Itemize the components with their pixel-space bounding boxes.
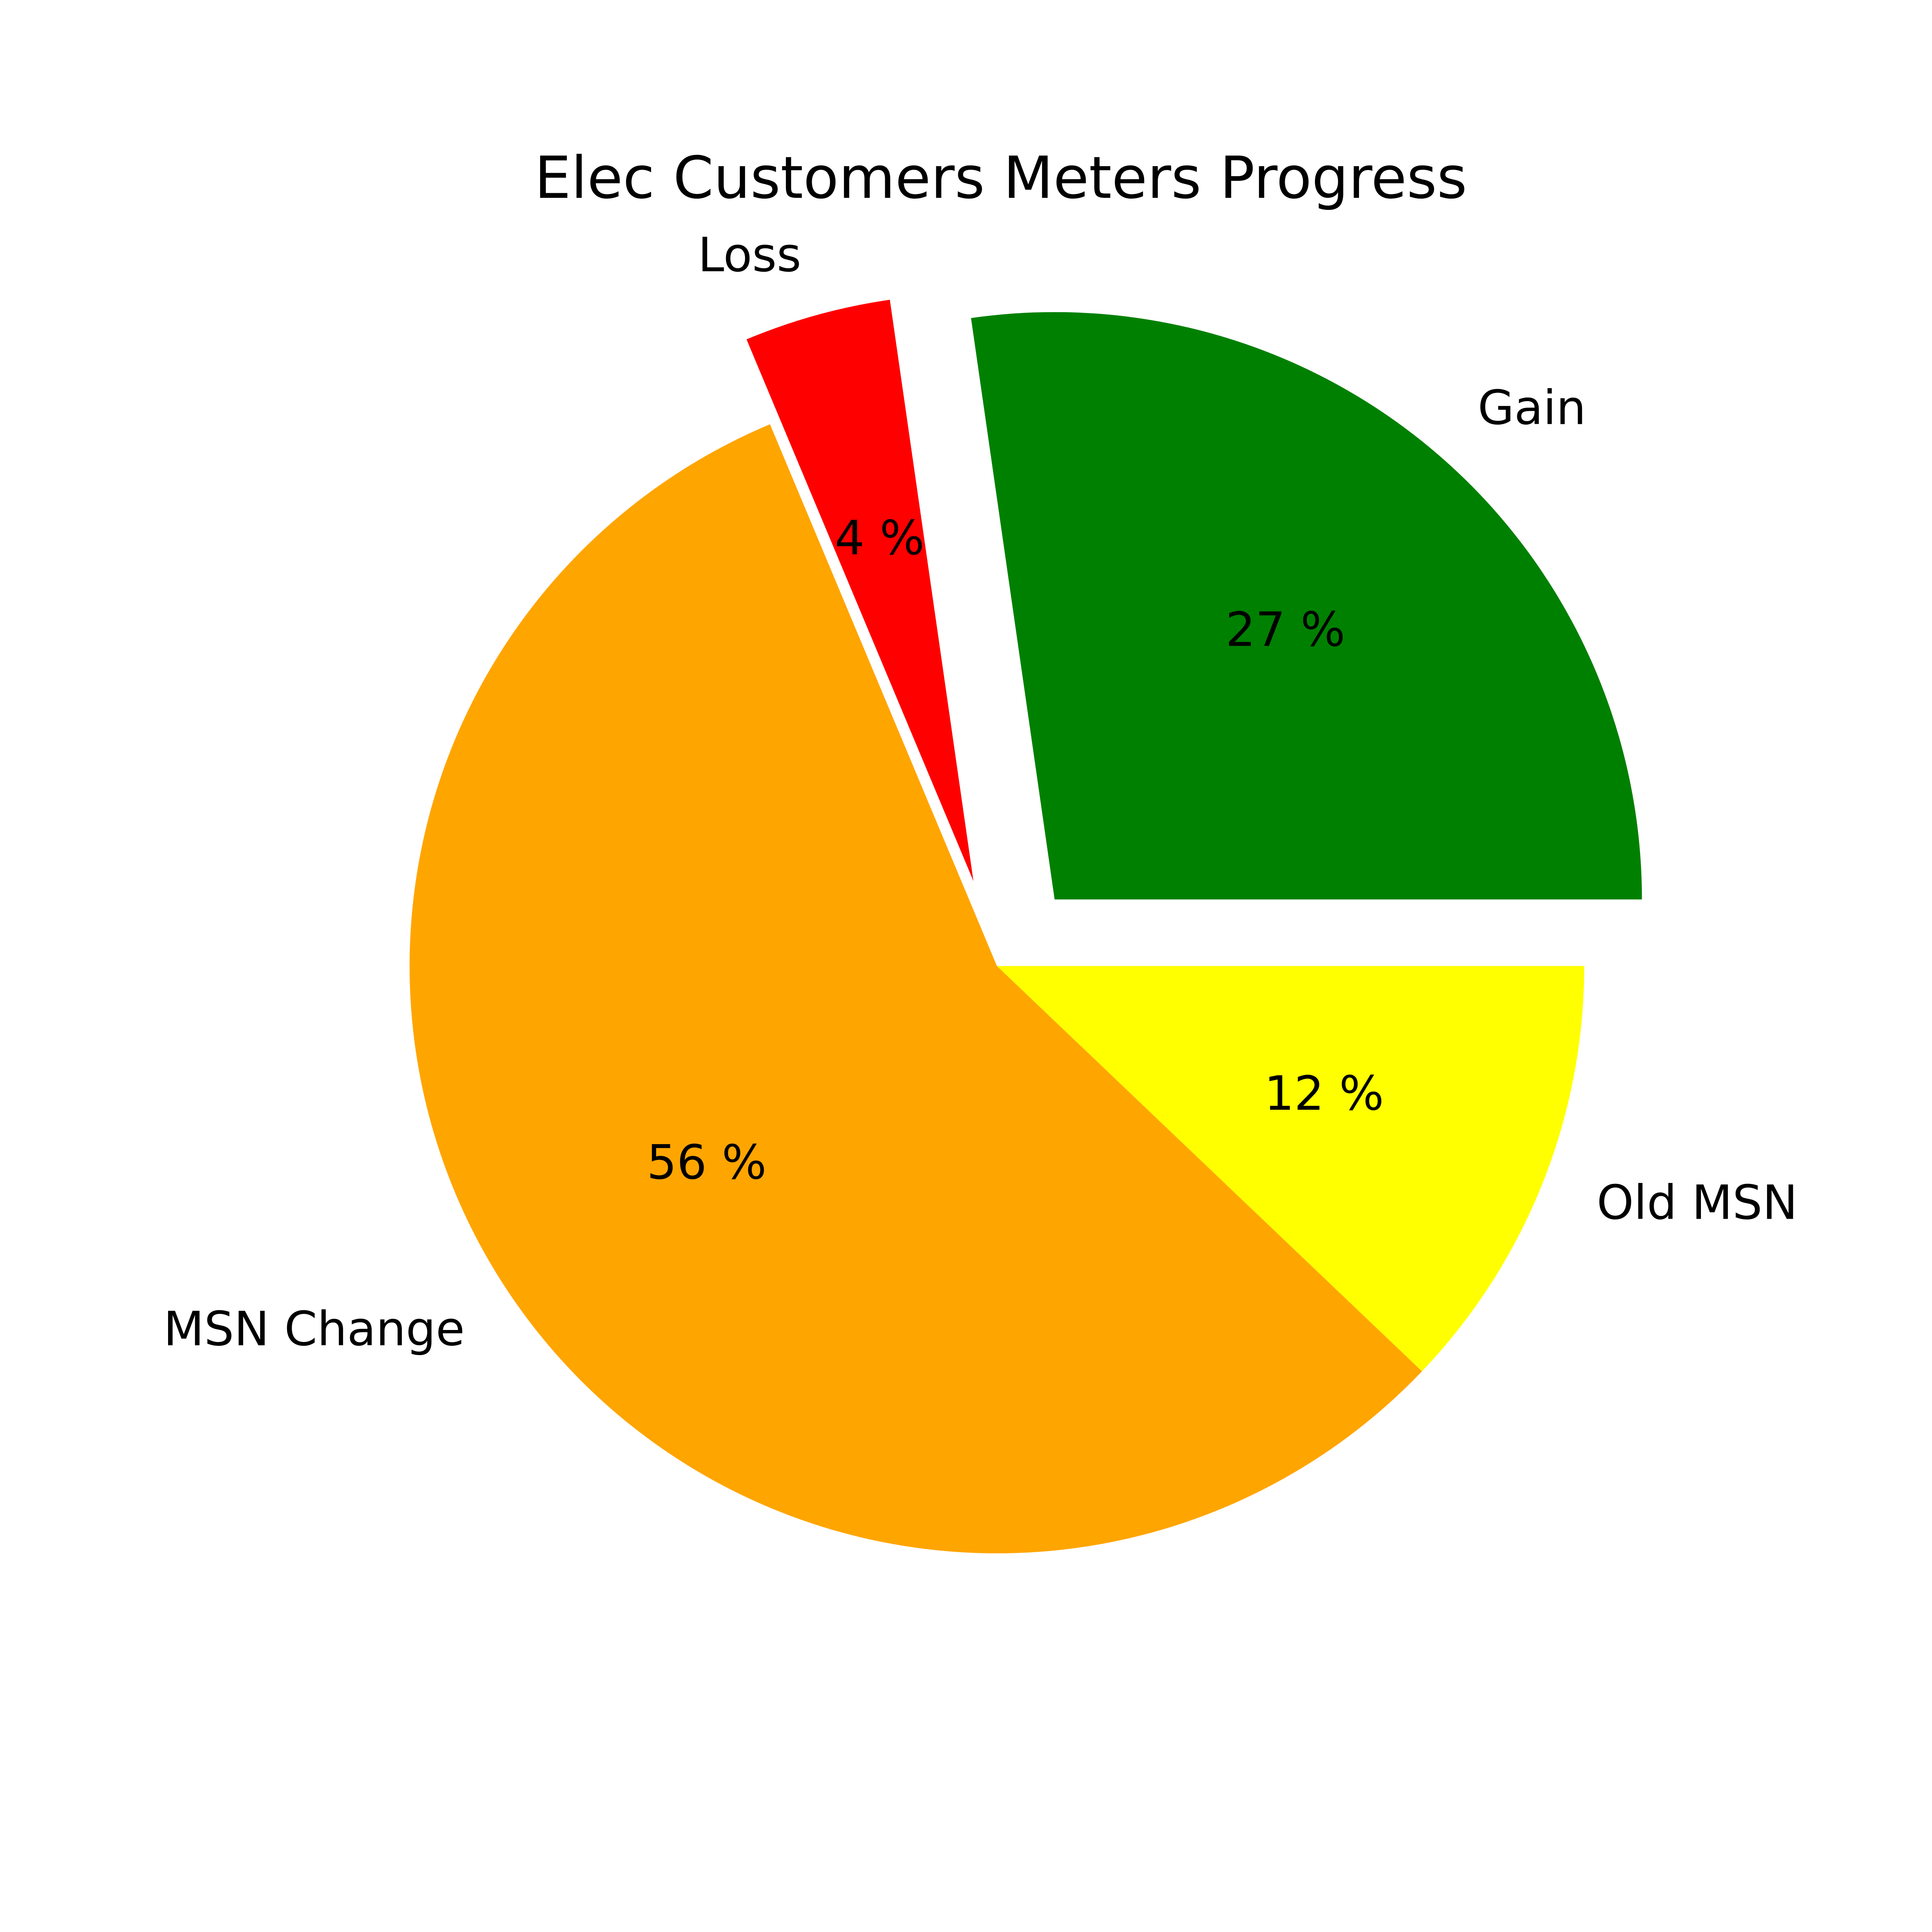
- pct-label-msn-change: 56 %: [647, 1135, 767, 1190]
- pct-label-old-msn: 12 %: [1264, 1066, 1384, 1121]
- pct-label-loss: 4 %: [835, 510, 924, 565]
- slice-old-msn: [997, 966, 1584, 1371]
- slice-label-loss: Loss: [698, 228, 801, 282]
- slice-label-gain: Gain: [1478, 380, 1586, 435]
- pct-label-gain: 27 %: [1226, 602, 1345, 657]
- slice-loss: [746, 299, 974, 881]
- pie-labels: Gain 27 % Loss 4 % MSN Change 56 % Old MSN 12 %: [163, 228, 1798, 1356]
- slice-label-msn-change: MSN Change: [163, 1301, 465, 1356]
- chart-title: Elec Customers Meters Progress: [534, 145, 1467, 212]
- slice-gain: [971, 312, 1642, 900]
- slice-label-old-msn: Old MSN: [1597, 1175, 1798, 1230]
- slice-msn-change: [410, 424, 1422, 1553]
- pie-slices: [410, 299, 1642, 1553]
